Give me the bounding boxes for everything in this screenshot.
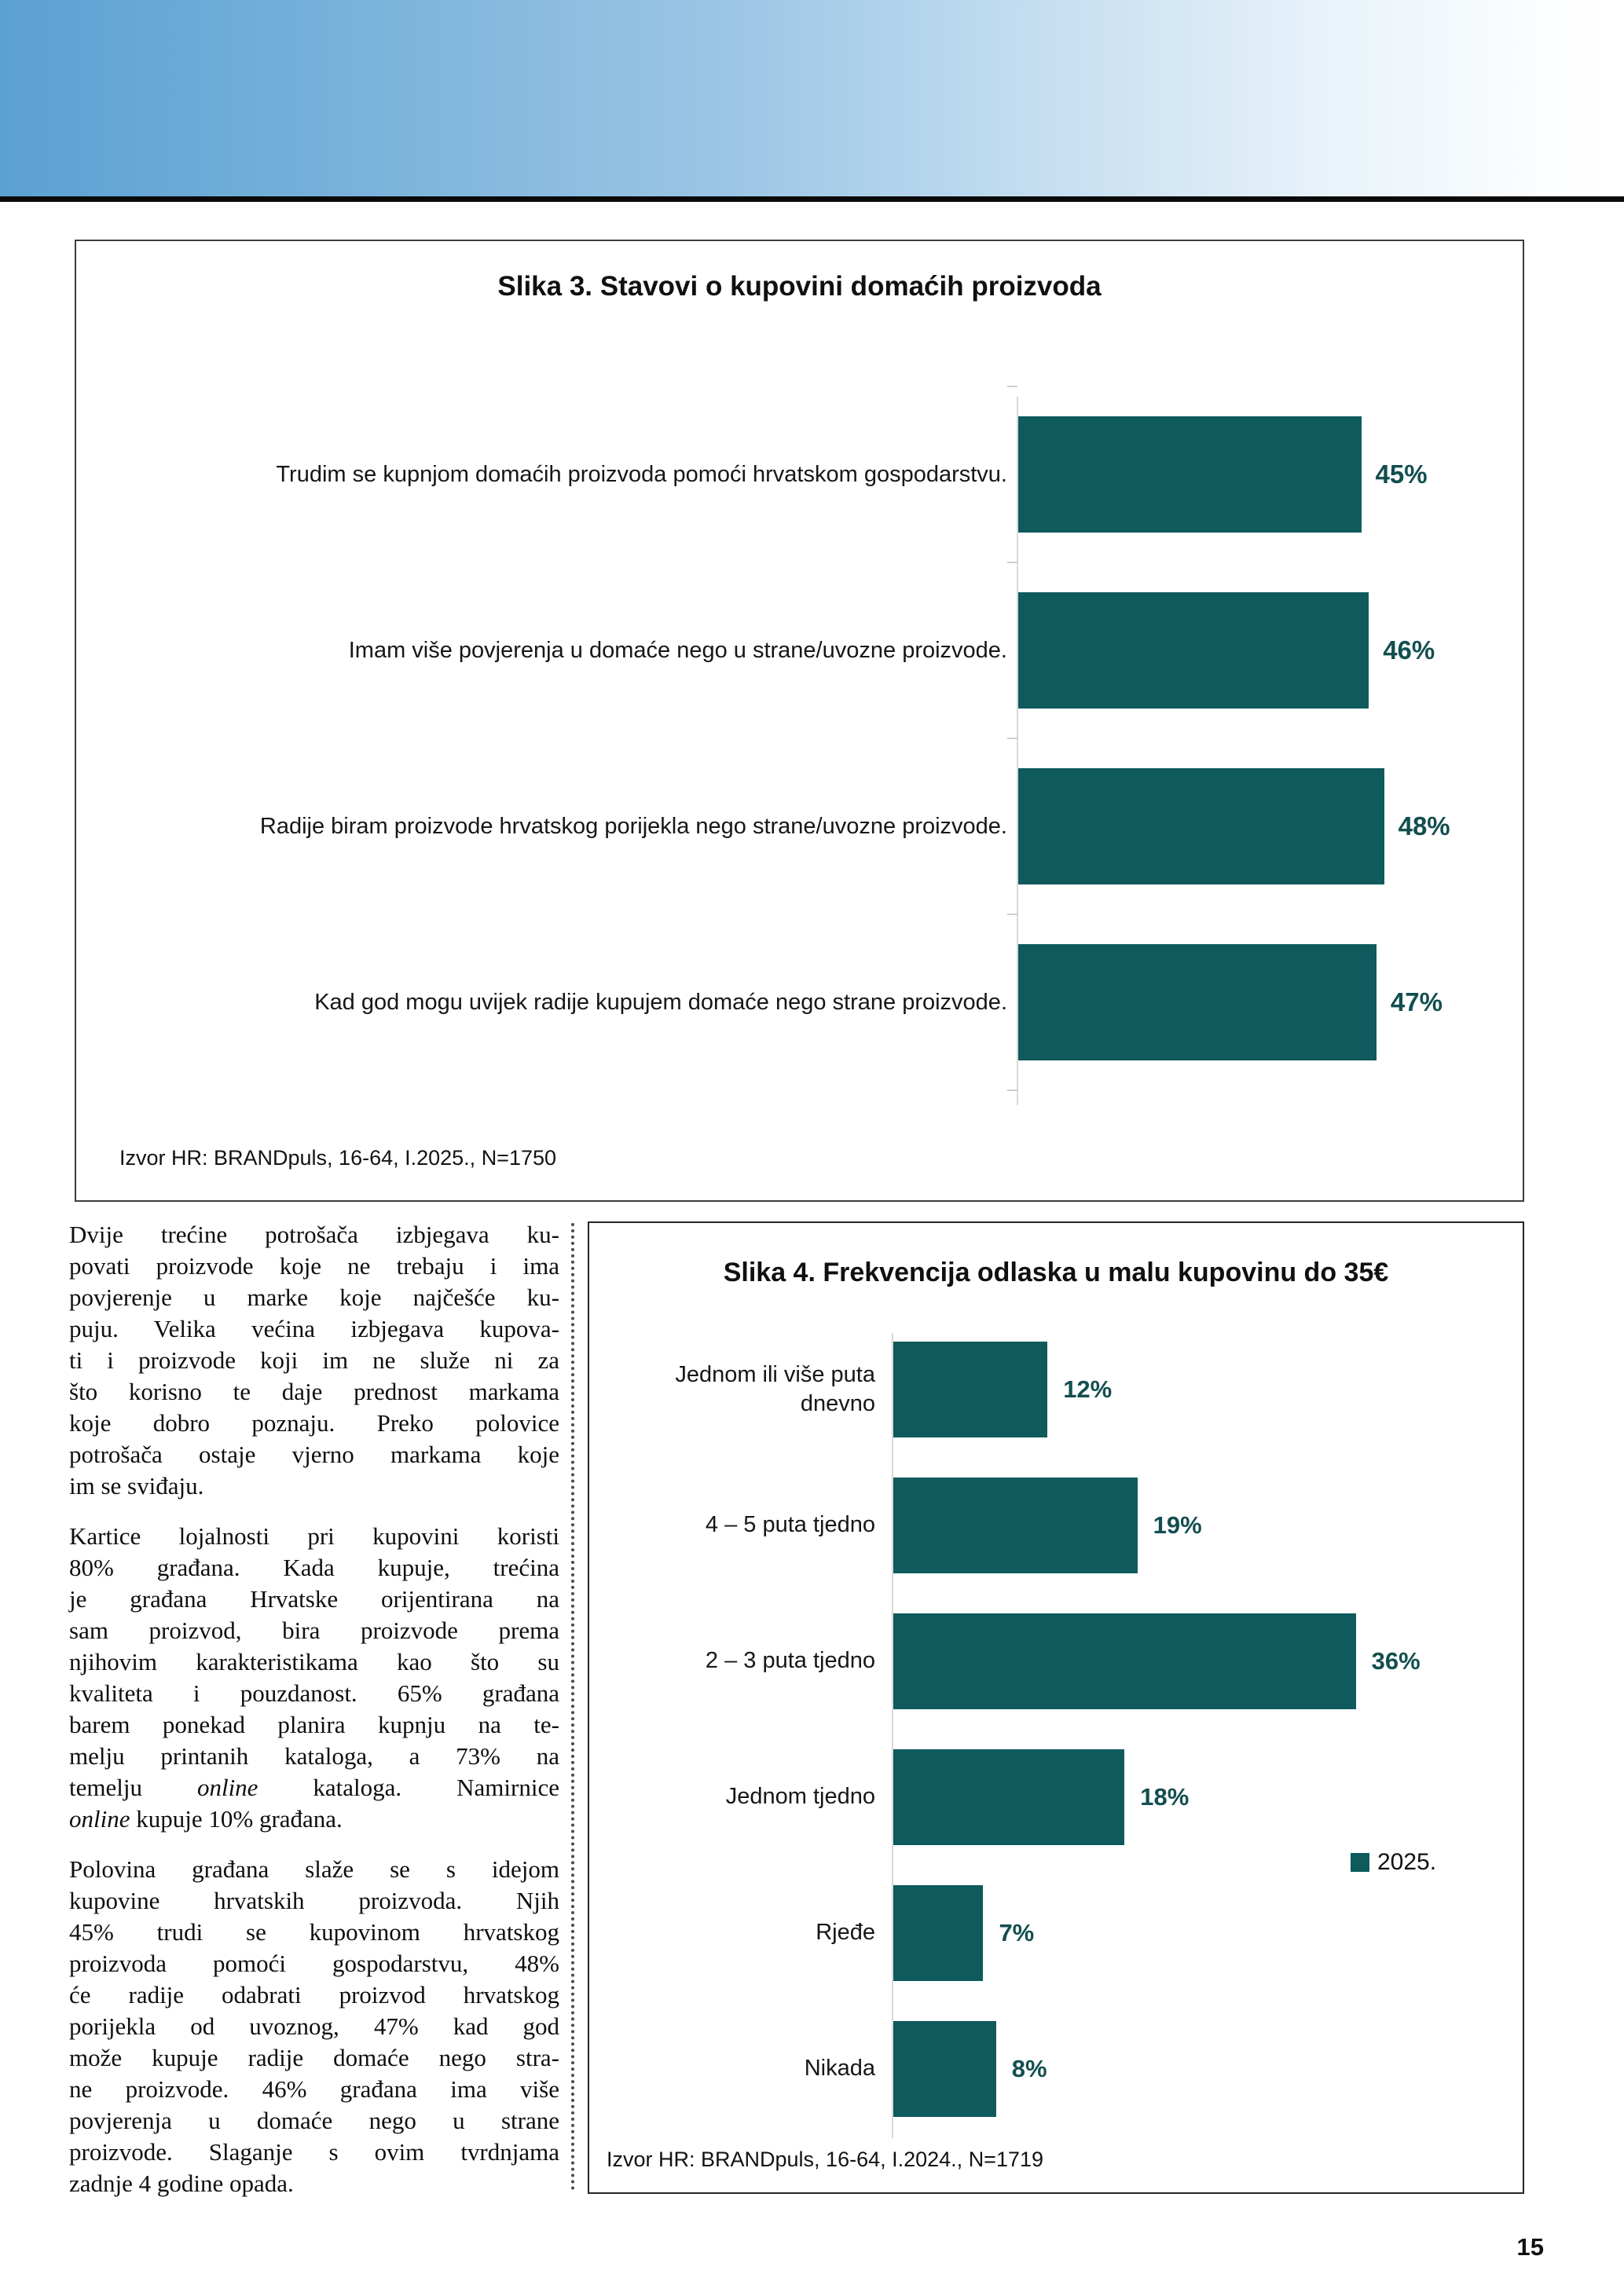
bar-row: Jednom ili više puta dnevno 12% [607, 1321, 1502, 1457]
axis-tick [1007, 1089, 1017, 1091]
bar-row: Jednom tjedno 18% [607, 1729, 1502, 1865]
text-line: proizvode. Slaganje s ovim tvrdnjama [69, 2138, 559, 2166]
axis-tick [1007, 738, 1017, 739]
category-label: 4 – 5 puta tjedno [705, 1512, 875, 1538]
bar-row: 4 – 5 puta tjedno 19% [607, 1457, 1502, 1593]
page-number: 15 [1516, 2233, 1544, 2261]
category-label: 2 – 3 puta tjedno [705, 1648, 875, 1674]
figure-3-title: Slika 3. Stavovi o kupovini domaćih proi… [497, 271, 1102, 302]
bar [1018, 592, 1369, 709]
value-label: 8% [1011, 2054, 1047, 2082]
figure-4-title: Slika 4. Frekvencija odlaska u malu kupo… [723, 1258, 1389, 1287]
bar-row: Kad god mogu uvijek radije kupujem domać… [92, 914, 1506, 1090]
value-label: 45% [1375, 460, 1428, 489]
text-line: zadnje 4 godine opada. [69, 2170, 294, 2197]
bar [893, 2020, 996, 2117]
top-rule [0, 196, 1624, 202]
category-label: Nikada [804, 2056, 875, 2082]
value-label: 12% [1063, 1375, 1113, 1403]
legend-swatch-icon [1351, 1853, 1369, 1872]
bar [893, 1884, 984, 1981]
value-label: 48% [1398, 811, 1450, 840]
figure-3-source: Izvor HR: BRANDpuls, 16-64, I.2025., N=1… [119, 1146, 557, 1170]
bar [1018, 416, 1362, 533]
figure-4-box: Slika 4. Frekvencija odlaska u malu kupo… [588, 1221, 1524, 2194]
figure-3-category-axis [1017, 397, 1018, 1105]
value-label: 47% [1390, 987, 1443, 1016]
category-label: Jednom ili više puta dnevno [675, 1362, 875, 1416]
column-divider-dotted [571, 1223, 574, 2191]
value-label: 46% [1383, 635, 1435, 665]
text-line: kupovine hrvatskih proizvoda. Njih [69, 1887, 559, 1914]
figure-4-category-axis [892, 1333, 893, 2138]
category-label: Kad god mogu uvijek radije kupujem domać… [314, 989, 1007, 1015]
bar-row: Trudim se kupnjom domaćih proizvoda pomo… [92, 386, 1506, 562]
text-line: 45% trudi se kupovinom hrvatskog [69, 1918, 559, 1946]
text-line: Kartice lojalnosti pri kupovini koristi [69, 1522, 559, 1550]
value-label: 7% [999, 1918, 1035, 1946]
bar [1018, 768, 1384, 884]
text-line: povati proizvode koje ne trebaju i ima [69, 1252, 559, 1280]
text-line: će radije odabrati proizvod hrvatskog [69, 1981, 559, 2009]
bar [893, 1477, 1138, 1573]
bar-row: Radije biram proizvode hrvatskog porijek… [92, 738, 1506, 914]
text-line: njihovim karakteristikama kao što su [69, 1648, 559, 1675]
text-line: je građana Hrvatske orijentirana na [69, 1585, 559, 1613]
paragraph: Dvije trećine potrošača izbjegava ku-pov… [69, 1219, 559, 1502]
bar-row: Nikada 8% [607, 2001, 1502, 2137]
article-text-column: Dvije trećine potrošača izbjegava ku-pov… [69, 1219, 559, 2218]
text-line: potrošača ostaje vjerno markama koje [69, 1441, 559, 1468]
axis-tick [1007, 386, 1017, 387]
text-line: ne proizvode. 46% građana ima više [69, 2075, 559, 2103]
paragraph: Kartice lojalnosti pri kupovini koristi 8… [69, 1521, 559, 1835]
bar [893, 1341, 1048, 1437]
text-line: može kupuje radije domaće nego stra- [69, 2044, 559, 2071]
text-line: barem ponekad planira kupnju na te- [69, 1711, 559, 1738]
figure-4-source: Izvor HR: BRANDpuls, 16-64, I.2024., N=1… [607, 2148, 1044, 2171]
text-line: kvaliteta i pouzdanost. 65% građana [69, 1679, 559, 1707]
paragraph: Polovina građana slaže se s idejom kupovi… [69, 1854, 559, 2199]
value-label: 19% [1153, 1511, 1202, 1539]
legend-label: 2025. [1377, 1849, 1437, 1875]
category-label: Rjeđe [816, 1920, 875, 1946]
bar-row: Imam više povjerenja u domaće nego u str… [92, 562, 1506, 738]
top-banner [0, 0, 1624, 196]
text-line: sam proizvod, bira proizvode prema [69, 1617, 559, 1644]
text-line: proizvoda pomoći gospodarstvu, 48% [69, 1950, 559, 1977]
bar-row: Rjeđe 7% [607, 1865, 1502, 2001]
text-line: koje dobro poznaju. Preko polovice [69, 1409, 559, 1437]
text-line: temelju online kataloga. Namirnice [69, 1774, 559, 1801]
text-line: im se sviđaju. [69, 1472, 204, 1500]
text-line: ti i proizvode koji im ne služe ni za [69, 1346, 559, 1374]
text-line: što korisno te daje prednost markama [69, 1378, 559, 1405]
bar [1018, 944, 1377, 1060]
text-line: 80% građana. Kada kupuje, trećina [69, 1554, 559, 1581]
figure-4-bars: Jednom ili više puta dnevno 12% 4 – 5 pu… [607, 1321, 1502, 2137]
category-label: Jednom tjedno [725, 1784, 875, 1810]
value-label: 18% [1140, 1782, 1190, 1811]
text-line: Dvije trećine potrošača izbjegava ku- [69, 1221, 559, 1248]
legend: 2025. [1351, 1849, 1436, 1876]
bar-row: 2 – 3 puta tjedno 36% [607, 1593, 1502, 1729]
value-label: 36% [1371, 1646, 1421, 1675]
text-line: online kupuje 10% građana. [69, 1805, 343, 1833]
text-line: Polovina građana slaže se s idejom [69, 1855, 559, 1883]
figure-3-box: Slika 3. Stavovi o kupovini domaćih proi… [75, 240, 1524, 1202]
axis-tick [1007, 562, 1017, 563]
figure-3-bars: Trudim se kupnjom domaćih proizvoda pomo… [92, 386, 1506, 1090]
category-label: Trudim se kupnjom domaćih proizvoda pomo… [276, 461, 1007, 487]
text-line: povjerenja u domaće nego u strane [69, 2107, 559, 2134]
bar [893, 1749, 1125, 1845]
text-line: povjerenje u marke koje najčešće ku- [69, 1283, 559, 1311]
text-line: melju printanih kataloga, a 73% na [69, 1742, 559, 1770]
axis-tick [1007, 914, 1017, 915]
category-label: Radije biram proizvode hrvatskog porijek… [259, 813, 1007, 839]
category-label: Imam više povjerenja u domaće nego u str… [348, 637, 1007, 663]
text-line: porijekla od uvoznog, 47% kad god [69, 2012, 559, 2040]
bar [893, 1613, 1356, 1709]
text-line: puju. Velika većina izbjegava kupova- [69, 1315, 559, 1342]
